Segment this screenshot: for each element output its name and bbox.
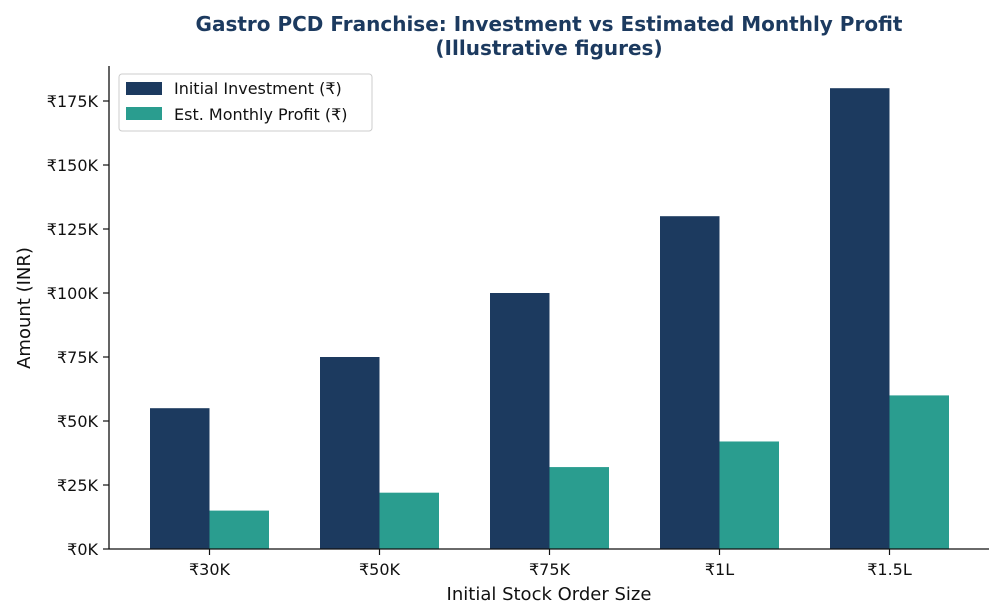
- x-axis-label: Initial Stock Order Size: [447, 584, 652, 605]
- legend-label-investment: Initial Investment (₹): [174, 79, 342, 98]
- y-axis-label: Amount (INR): [14, 247, 35, 369]
- x-tick-label-0: ₹30K: [189, 560, 231, 579]
- y-tick-label-0: ₹0K: [67, 540, 98, 559]
- legend-swatch-investment: [126, 82, 162, 95]
- y-tick-label-1: ₹25K: [57, 476, 99, 495]
- y-tick-label-3: ₹75K: [57, 348, 99, 367]
- bar-profit-4: [889, 395, 949, 549]
- x-tick-label-2: ₹75K: [529, 560, 571, 579]
- bar-profit-3: [719, 441, 779, 549]
- x-tick-label-4: ₹1.5L: [867, 560, 912, 579]
- bar-investment-4: [830, 88, 890, 549]
- x-tick-label-3: ₹1L: [705, 560, 734, 579]
- bar-investment-2: [490, 293, 550, 549]
- y-tick-label-5: ₹125K: [47, 220, 99, 239]
- legend-label-profit: Est. Monthly Profit (₹): [174, 105, 348, 124]
- x-tick-label-1: ₹50K: [359, 560, 401, 579]
- legend: Initial Investment (₹) Est. Monthly Prof…: [118, 73, 373, 132]
- bar-investment-3: [660, 216, 720, 549]
- bars-group: [150, 88, 949, 549]
- y-tick-label-7: ₹175K: [47, 92, 99, 111]
- legend-box: [118, 73, 373, 132]
- y-axis-ticks: ₹0K ₹25K ₹50K ₹75K ₹100K ₹125K ₹150K ₹175K: [47, 92, 109, 559]
- chart-title-line-2: (Illustrative figures): [435, 36, 662, 60]
- legend-swatch-profit: [126, 107, 162, 120]
- y-tick-label-4: ₹100K: [47, 284, 99, 303]
- chart-title-line-1: Gastro PCD Franchise: Investment vs Esti…: [196, 12, 903, 36]
- bar-profit-1: [379, 492, 439, 549]
- bar-investment-0: [150, 408, 210, 549]
- bar-profit-2: [549, 467, 609, 549]
- bar-investment-1: [320, 357, 380, 549]
- x-axis-ticks: ₹30K ₹50K ₹75K ₹1L ₹1.5L: [189, 549, 912, 579]
- bar-profit-0: [209, 510, 269, 549]
- y-tick-label-6: ₹150K: [47, 156, 99, 175]
- y-tick-label-2: ₹50K: [57, 412, 99, 431]
